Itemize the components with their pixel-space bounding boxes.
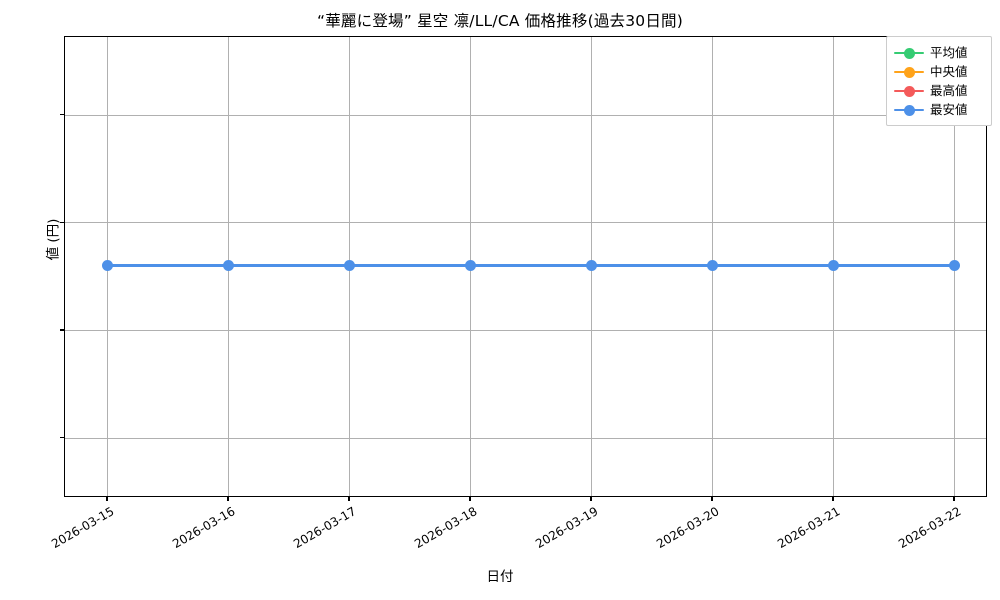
x-tick-mark xyxy=(469,496,471,501)
chart-legend: 平均値中央値最高値最安値 xyxy=(886,36,992,126)
y-axis-label: 値 (円) xyxy=(45,218,62,261)
x-tick-mark xyxy=(590,496,592,501)
legend-swatch-icon xyxy=(894,85,924,97)
series-data-point xyxy=(948,259,960,271)
x-tick-label: 2026-03-20 xyxy=(654,504,722,552)
x-tick-mark xyxy=(711,496,713,501)
x-tick-label: 2026-03-18 xyxy=(412,504,480,552)
legend-item-2[interactable]: 最高値 xyxy=(894,81,984,100)
gridline-horizontal xyxy=(65,222,986,224)
legend-item-3[interactable]: 最安値 xyxy=(894,100,984,119)
x-tick-mark xyxy=(106,496,108,501)
y-tick-mark xyxy=(60,113,65,116)
series-line-segment xyxy=(712,263,833,267)
x-tick-label: 2026-03-21 xyxy=(775,504,843,552)
series-line-segment xyxy=(591,263,712,267)
x-tick-mark xyxy=(953,496,955,501)
series-data-point xyxy=(827,259,839,271)
gridline-horizontal xyxy=(65,329,986,331)
legend-swatch-icon xyxy=(894,47,924,59)
series-data-point xyxy=(343,259,355,271)
gridline-horizontal xyxy=(65,114,986,116)
x-tick-label: 2026-03-17 xyxy=(291,504,359,552)
series-data-point xyxy=(101,259,113,271)
series-data-point xyxy=(585,259,597,271)
y-tick-mark xyxy=(60,437,65,439)
series-line-segment xyxy=(470,263,591,267)
legend-label: 平均値 xyxy=(930,44,968,60)
legend-label: 中央値 xyxy=(930,63,968,79)
legend-swatch-icon xyxy=(894,66,924,78)
series-data-point xyxy=(222,259,234,271)
plot-area xyxy=(60,36,987,501)
legend-item-1[interactable]: 中央値 xyxy=(894,62,984,81)
x-tick-mark xyxy=(832,496,834,501)
x-tick-mark xyxy=(348,496,350,501)
series-data-point xyxy=(706,259,718,271)
x-tick-label: 2026-03-15 xyxy=(49,504,117,552)
series-data-point xyxy=(464,259,476,271)
x-axis-label: 日付 xyxy=(486,569,514,585)
series-line-segment xyxy=(107,263,228,267)
legend-label: 最高値 xyxy=(930,82,968,98)
series-line-segment xyxy=(833,263,954,267)
legend-swatch-icon xyxy=(894,104,924,116)
x-tick-label: 2026-03-16 xyxy=(170,504,238,552)
x-tick-mark xyxy=(227,496,229,501)
series-line-segment xyxy=(228,263,349,267)
legend-item-0[interactable]: 平均値 xyxy=(894,43,984,62)
y-tick-mark xyxy=(60,329,65,331)
legend-label: 最安値 xyxy=(930,101,968,117)
x-tick-label: 2026-03-22 xyxy=(896,504,964,552)
gridline-horizontal xyxy=(65,437,986,439)
chart-title: “華麗に登場” 星空 凛/LL/CA 価格推移(過去30日間) xyxy=(316,12,683,30)
y-tick-mark xyxy=(60,221,65,223)
series-line-segment xyxy=(349,263,470,267)
x-tick-label: 2026-03-19 xyxy=(533,504,601,552)
